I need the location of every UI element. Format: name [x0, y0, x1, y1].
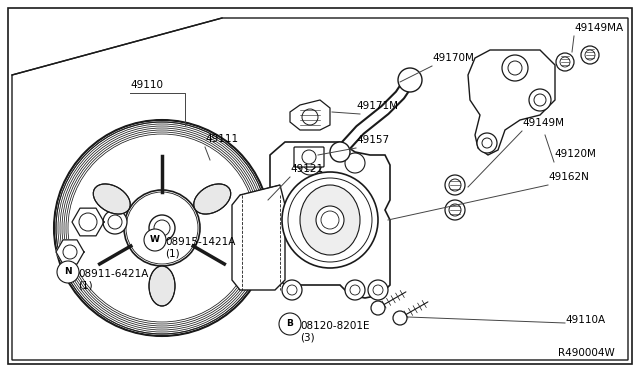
Circle shape: [279, 313, 301, 335]
Ellipse shape: [149, 266, 175, 306]
Text: 49170M: 49170M: [432, 53, 474, 63]
Circle shape: [298, 151, 322, 175]
Polygon shape: [56, 240, 84, 264]
Circle shape: [529, 89, 551, 111]
Text: 49110: 49110: [130, 80, 163, 90]
Text: 49171M: 49171M: [356, 101, 398, 111]
Text: 49149MA: 49149MA: [574, 23, 623, 33]
FancyBboxPatch shape: [294, 147, 324, 167]
Circle shape: [316, 206, 344, 234]
Circle shape: [445, 175, 465, 195]
Circle shape: [124, 190, 200, 266]
Circle shape: [345, 153, 365, 173]
Circle shape: [282, 172, 378, 268]
Circle shape: [330, 142, 350, 162]
Circle shape: [502, 55, 528, 81]
Text: B: B: [287, 320, 293, 328]
Ellipse shape: [194, 184, 231, 214]
Circle shape: [445, 200, 465, 220]
Text: 49120M: 49120M: [554, 149, 596, 159]
Polygon shape: [270, 142, 390, 298]
Polygon shape: [290, 100, 330, 130]
Polygon shape: [232, 185, 285, 290]
Circle shape: [345, 280, 365, 300]
Polygon shape: [468, 50, 555, 155]
Text: 49121: 49121: [290, 164, 323, 174]
Circle shape: [368, 280, 388, 300]
Circle shape: [144, 229, 166, 251]
Circle shape: [57, 261, 79, 283]
Text: W: W: [150, 235, 160, 244]
Circle shape: [398, 68, 422, 92]
Circle shape: [302, 109, 318, 125]
Text: 49110A: 49110A: [565, 315, 605, 325]
Circle shape: [103, 210, 127, 234]
Text: N: N: [64, 267, 72, 276]
Text: 08120-8201E
(3): 08120-8201E (3): [300, 321, 369, 343]
Circle shape: [556, 53, 574, 71]
Text: 08915-1421A
(1): 08915-1421A (1): [165, 237, 236, 259]
Circle shape: [477, 133, 497, 153]
Text: 08911-6421A
(1): 08911-6421A (1): [78, 269, 148, 291]
Text: 49162N: 49162N: [548, 172, 589, 182]
Ellipse shape: [93, 184, 131, 214]
Circle shape: [282, 280, 302, 300]
Circle shape: [302, 150, 316, 164]
Circle shape: [581, 46, 599, 64]
Text: 49149M: 49149M: [522, 118, 564, 128]
Circle shape: [371, 301, 385, 315]
Text: 49157: 49157: [356, 135, 389, 145]
Text: 49111: 49111: [205, 134, 238, 144]
Polygon shape: [72, 208, 104, 236]
Circle shape: [393, 311, 407, 325]
Text: R490004W: R490004W: [558, 348, 615, 358]
Circle shape: [149, 215, 175, 241]
Ellipse shape: [300, 185, 360, 255]
